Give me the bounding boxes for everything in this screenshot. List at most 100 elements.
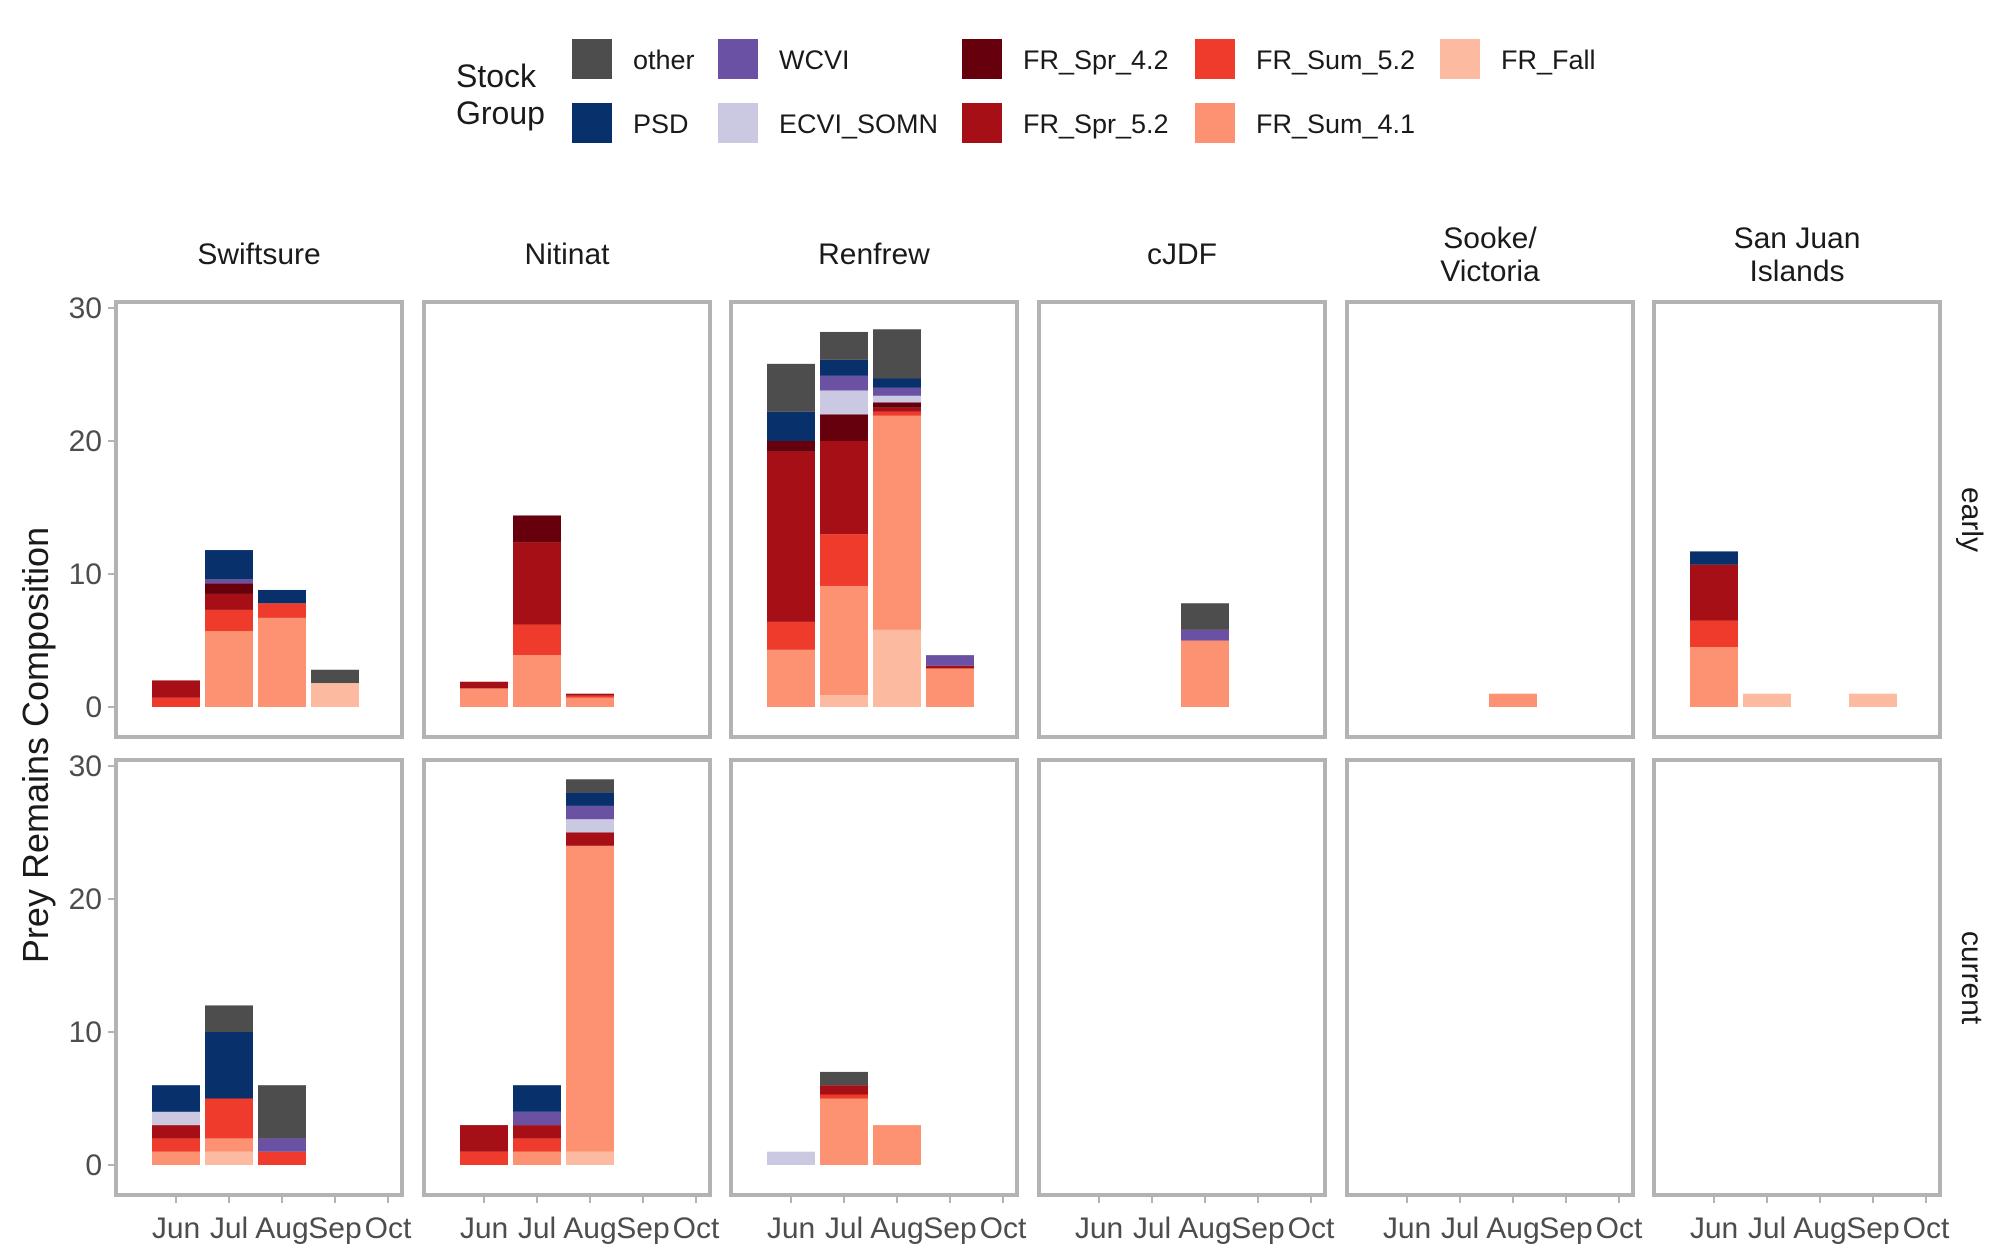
strip-label-swiftsure: Swiftsure [197, 238, 320, 271]
bar-early-cjdf-aug-wcvi [1181, 629, 1229, 641]
bar-current-nitinat-jul-fr-sum-5-2 [513, 1138, 561, 1152]
panel-early-nitinat [422, 300, 712, 739]
bar-early-renfrew-aug-fr-sum-4-1 [873, 415, 921, 630]
x-tick-label-swiftsure-aug: Aug [255, 1212, 308, 1245]
x-tick-label-san-juan-islands-aug: Aug [1793, 1212, 1846, 1245]
x-tick-label-cjdf-jun: Jun [1075, 1212, 1123, 1245]
y-tick-label-early-0: 0 [85, 691, 102, 724]
bar-current-swiftsure-jul-fr-sum-5-2 [205, 1098, 253, 1139]
x-tick-label-renfrew-jul: Jul [825, 1212, 863, 1245]
x-tick-label-cjdf-sep: Sep [1231, 1212, 1284, 1245]
bar-current-nitinat-jun-fr-spr-5-2 [460, 1125, 508, 1152]
x-tick-label-sooke-victoria-oct: Oct [1596, 1212, 1643, 1245]
bar-early-san-juan-islands-jun-fr-sum-4-1 [1690, 647, 1738, 707]
bar-current-renfrew-jul-fr-spr-5-2 [820, 1085, 868, 1095]
row-strip-current: current [1955, 931, 1988, 1025]
column-strip-labels: Swiftsure Nitinat Renfrew cJDF Sooke/Victori… [197, 222, 1860, 288]
strip-label-san-juan-islands-line2: Islands [1749, 255, 1844, 288]
panel-border [729, 758, 1019, 1197]
panel-border [1652, 758, 1942, 1197]
y-tick-label-current-10: 10 [69, 1016, 102, 1049]
panel-early-swiftsure [114, 300, 404, 739]
panel-current-renfrew [729, 758, 1019, 1197]
bar-early-swiftsure-jun-fr-sum-5-2 [152, 697, 200, 707]
x-tick-label-cjdf-aug: Aug [1178, 1212, 1231, 1245]
bar-current-swiftsure-aug-wcvi [258, 1138, 306, 1152]
bar-early-renfrew-jul-wcvi [820, 375, 868, 391]
bar-early-renfrew-aug-ecvi-somn [873, 395, 921, 403]
bar-early-renfrew-aug-other [873, 329, 921, 379]
legend-label-fr-spr-5-2: FR_Spr_5.2 [1023, 109, 1169, 139]
bar-early-swiftsure-sep-other [311, 669, 359, 684]
row-strip-labels: early current [1955, 487, 1988, 1025]
bar-early-nitinat-jul-fr-sum-4-1 [513, 655, 561, 707]
legend-title-line2: Group [456, 95, 545, 131]
bar-current-swiftsure-jul-other [205, 1005, 253, 1032]
x-tick-label-sooke-victoria-aug: Aug [1486, 1212, 1539, 1245]
x-tick-label-swiftsure-oct: Oct [365, 1212, 412, 1245]
panel-current-sooke-victoria [1345, 758, 1635, 1197]
bar-early-swiftsure-aug-psd [258, 589, 306, 604]
legend-swatch-fr-fall [1440, 39, 1480, 79]
strip-label-renfrew: Renfrew [818, 238, 930, 271]
legend-title-line1: Stock [456, 58, 537, 94]
panel-border [422, 300, 712, 739]
bar-current-renfrew-jul-fr-sum-4-1 [820, 1098, 868, 1165]
bar-early-renfrew-jul-other [820, 331, 868, 360]
facet-panels [114, 300, 1942, 1197]
bar-early-renfrew-jul-ecvi-somn [820, 390, 868, 415]
legend-swatch-psd [572, 103, 612, 143]
bar-early-swiftsure-aug-fr-sum-4-1 [258, 617, 306, 707]
bar-early-swiftsure-jun-fr-spr-5-2 [152, 680, 200, 698]
bar-current-nitinat-jul-fr-sum-4-1 [513, 1151, 561, 1165]
x-tick-label-swiftsure-jun: Jun [152, 1212, 200, 1245]
strip-label-san-juan-islands-line1: San Juan [1734, 222, 1861, 255]
legend-label-ecvi-somn: ECVI_SOMN [779, 109, 938, 139]
bar-early-swiftsure-aug-fr-sum-5-2 [258, 603, 306, 618]
bar-early-swiftsure-jul-fr-sum-5-2 [205, 609, 253, 632]
legend-swatch-ecvi-somn [718, 103, 758, 143]
x-tick-label-renfrew-oct: Oct [980, 1212, 1027, 1245]
legend-label-fr-fall: FR_Fall [1501, 45, 1596, 75]
bar-current-swiftsure-jun-ecvi-somn [152, 1111, 200, 1126]
bar-early-swiftsure-jul-fr-spr-5-2 [205, 593, 253, 610]
bar-current-renfrew-aug-fr-sum-4-1 [873, 1125, 921, 1165]
panel-border [729, 300, 1019, 739]
bar-current-swiftsure-aug-other [258, 1085, 306, 1139]
legend-label-other: other [633, 45, 695, 75]
x-tick-label-nitinat-jun: Jun [460, 1212, 508, 1245]
bar-current-nitinat-aug-wcvi [566, 805, 614, 820]
panel-border [1652, 300, 1942, 739]
bar-current-nitinat-aug-fr-spr-5-2 [566, 832, 614, 846]
x-tick-label-nitinat-aug: Aug [563, 1212, 616, 1245]
bar-current-swiftsure-jun-fr-spr-5-2 [152, 1125, 200, 1139]
legend-swatch-other [572, 39, 612, 79]
bar-early-cjdf-aug-other [1181, 603, 1229, 630]
bar-current-nitinat-jul-fr-spr-5-2 [513, 1125, 561, 1139]
legend-swatch-fr-spr-4-2 [962, 39, 1002, 79]
bar-current-nitinat-jul-psd [513, 1085, 561, 1112]
bar-current-nitinat-aug-other [566, 779, 614, 793]
bar-early-nitinat-aug-fr-spr-5-2 [566, 693, 614, 696]
x-tick-label-nitinat-oct: Oct [673, 1212, 720, 1245]
panel-current-nitinat [422, 758, 712, 1197]
bar-early-renfrew-sep-fr-sum-4-1 [926, 668, 974, 707]
bar-current-swiftsure-jul-psd [205, 1032, 253, 1099]
bar-current-swiftsure-jun-fr-sum-5-2 [152, 1138, 200, 1152]
legend-label-psd: PSD [633, 109, 689, 139]
x-tick-label-renfrew-aug: Aug [870, 1212, 923, 1245]
bar-early-renfrew-aug-fr-spr-5-2 [873, 407, 921, 412]
bar-early-renfrew-jun-fr-sum-5-2 [767, 621, 815, 650]
strip-label-sooke-victoria-line1: Sooke/ [1443, 222, 1537, 255]
bar-early-nitinat-jun-fr-spr-5-2 [460, 681, 508, 689]
panel-current-swiftsure [114, 758, 404, 1197]
legend-swatch-fr-sum-5-2 [1195, 39, 1235, 79]
bar-early-swiftsure-jul-psd [205, 550, 253, 580]
x-tick-label-nitinat-jul: Jul [518, 1212, 556, 1245]
legend-label-fr-spr-4-2: FR_Spr_4.2 [1023, 45, 1169, 75]
bar-early-san-juan-islands-jun-fr-sum-5-2 [1690, 620, 1738, 648]
y-tick-label-current-20: 20 [69, 883, 102, 916]
x-tick-label-sooke-victoria-jul: Jul [1441, 1212, 1479, 1245]
x-tick-label-sooke-victoria-jun: Jun [1383, 1212, 1431, 1245]
